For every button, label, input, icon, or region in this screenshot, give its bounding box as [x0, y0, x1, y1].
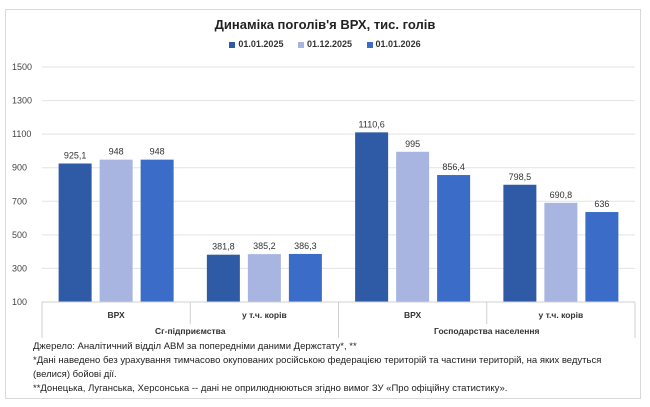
bar	[503, 184, 537, 302]
data-label: 1110,6	[359, 119, 385, 129]
x-tick-label: ВРХ	[108, 310, 125, 320]
bar	[206, 254, 240, 302]
y-tick-label: 100	[12, 297, 27, 307]
bar	[437, 175, 471, 302]
data-label: 925,1	[64, 151, 87, 161]
legend-item: 01.01.2026	[366, 39, 421, 49]
source-notes: Джерело: Аналітичний відділ АВМ за попер…	[33, 340, 633, 396]
legend-swatch	[366, 41, 373, 48]
legend-swatch	[297, 41, 304, 48]
y-tick-label: 1300	[12, 96, 32, 106]
bar	[247, 254, 281, 302]
bar	[99, 159, 133, 302]
footnote-1: *Дані наведено без урахування тимчасово …	[33, 355, 602, 380]
data-label: 948	[150, 147, 165, 157]
bar	[585, 212, 619, 302]
data-label: 386,3	[294, 241, 317, 251]
legend-label: 01.01.2026	[375, 39, 421, 49]
data-label: 636	[594, 199, 609, 209]
legend-item: 01.12.2025	[297, 39, 353, 49]
legend-label: 01.12.2025	[306, 39, 353, 49]
y-tick-label: 300	[12, 263, 27, 273]
bar	[396, 151, 430, 302]
y-tick-label: 1100	[12, 129, 31, 139]
legend-label: 01.01.2025	[238, 39, 284, 49]
bar	[140, 159, 174, 302]
bar	[355, 132, 389, 302]
x-tick-label: ВРХ	[404, 310, 421, 320]
y-tick-label: 500	[12, 230, 27, 240]
data-label: 856,4	[442, 162, 465, 172]
group-label: Господарства населення	[434, 326, 539, 336]
bar	[544, 202, 578, 302]
footnote-2: **Донецька, Луганська, Херсонська -- дан…	[33, 383, 508, 394]
legend-item: 01.01.2025	[229, 39, 283, 49]
data-label: 798,5	[509, 172, 532, 182]
y-tick-label: 900	[12, 163, 27, 173]
data-label: 690,8	[550, 190, 573, 200]
bar	[58, 163, 92, 302]
data-label: 381,8	[212, 242, 235, 252]
y-tick-label: 700	[12, 196, 27, 206]
legend: 01.01.2025 01.12.2025 01.01.2026	[0, 39, 650, 49]
data-label: 948	[109, 147, 124, 157]
bar	[288, 253, 322, 302]
legend-swatch	[229, 41, 236, 48]
y-tick-label: 1500	[12, 62, 32, 72]
data-label: 385,2	[253, 241, 276, 251]
source-note: Джерело: Аналітичний відділ АВМ за попер…	[33, 341, 357, 352]
x-tick-label: у т.ч. корів	[242, 310, 287, 320]
group-label: Сг-підприємства	[155, 326, 226, 336]
x-tick-label: у т.ч. корів	[539, 310, 584, 320]
data-label: 995	[405, 139, 420, 149]
chart-title: Динаміка поголів'я ВРХ, тис. голів	[214, 17, 436, 32]
